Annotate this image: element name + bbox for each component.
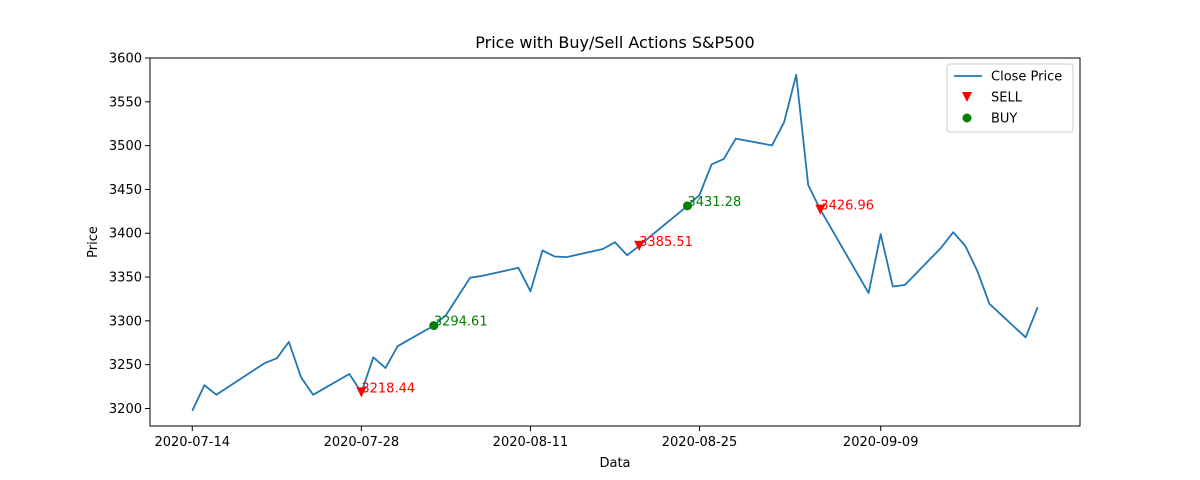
buy-marker	[429, 321, 439, 331]
legend-label: BUY	[991, 112, 1017, 127]
y-tick-label: 3450	[109, 183, 142, 198]
buy-annotation: 3431.28	[687, 195, 741, 210]
x-axis-label: Data	[599, 456, 630, 471]
plot-area: 3200 3250 3300 3350 3400 3450 3500 3550 3600 2020…	[109, 52, 1039, 450]
chart-title: Price with Buy/Sell Actions S&P500	[475, 33, 754, 52]
x-tick-label: 2020-07-14	[154, 435, 230, 450]
sell-marker	[634, 240, 645, 251]
close-price-line	[191, 73, 1039, 412]
y-tick-label: 3350	[109, 271, 142, 286]
sell-annotation: 3385.51	[639, 235, 693, 250]
y-tick-label: 3400	[109, 227, 142, 242]
plot-frame	[149, 57, 1081, 427]
y-tick-label: 3500	[109, 139, 142, 154]
legend-label: Close Price	[991, 70, 1062, 85]
legend-box	[946, 63, 1074, 133]
sell-annotation: 3426.96	[820, 199, 874, 214]
x-tick-label: 2020-08-11	[493, 435, 569, 450]
y-axis-label: Price	[86, 226, 101, 258]
y-tick-label: 3300	[109, 314, 142, 329]
legend-label: SELL	[991, 91, 1023, 106]
sell-marker	[356, 387, 367, 398]
x-tick-label: 2020-07-28	[324, 435, 400, 450]
y-tick-label: 3250	[109, 358, 142, 373]
x-tick-label: 2020-08-25	[662, 435, 738, 450]
sell-marker	[815, 204, 826, 215]
y-tick-label: 3200	[109, 402, 142, 417]
y-tick-label: 3600	[109, 52, 142, 67]
legend: Close Price SELL BUY	[946, 63, 1074, 133]
buy-annotation: 3294.61	[434, 315, 488, 330]
legend-swatch-sell	[962, 92, 972, 102]
legend-swatch-buy	[962, 113, 972, 123]
y-tick-label: 3550	[109, 95, 142, 110]
sell-annotation: 3218.44	[361, 381, 415, 396]
buy-marker	[682, 201, 692, 211]
x-tick-label: 2020-09-09	[843, 435, 919, 450]
